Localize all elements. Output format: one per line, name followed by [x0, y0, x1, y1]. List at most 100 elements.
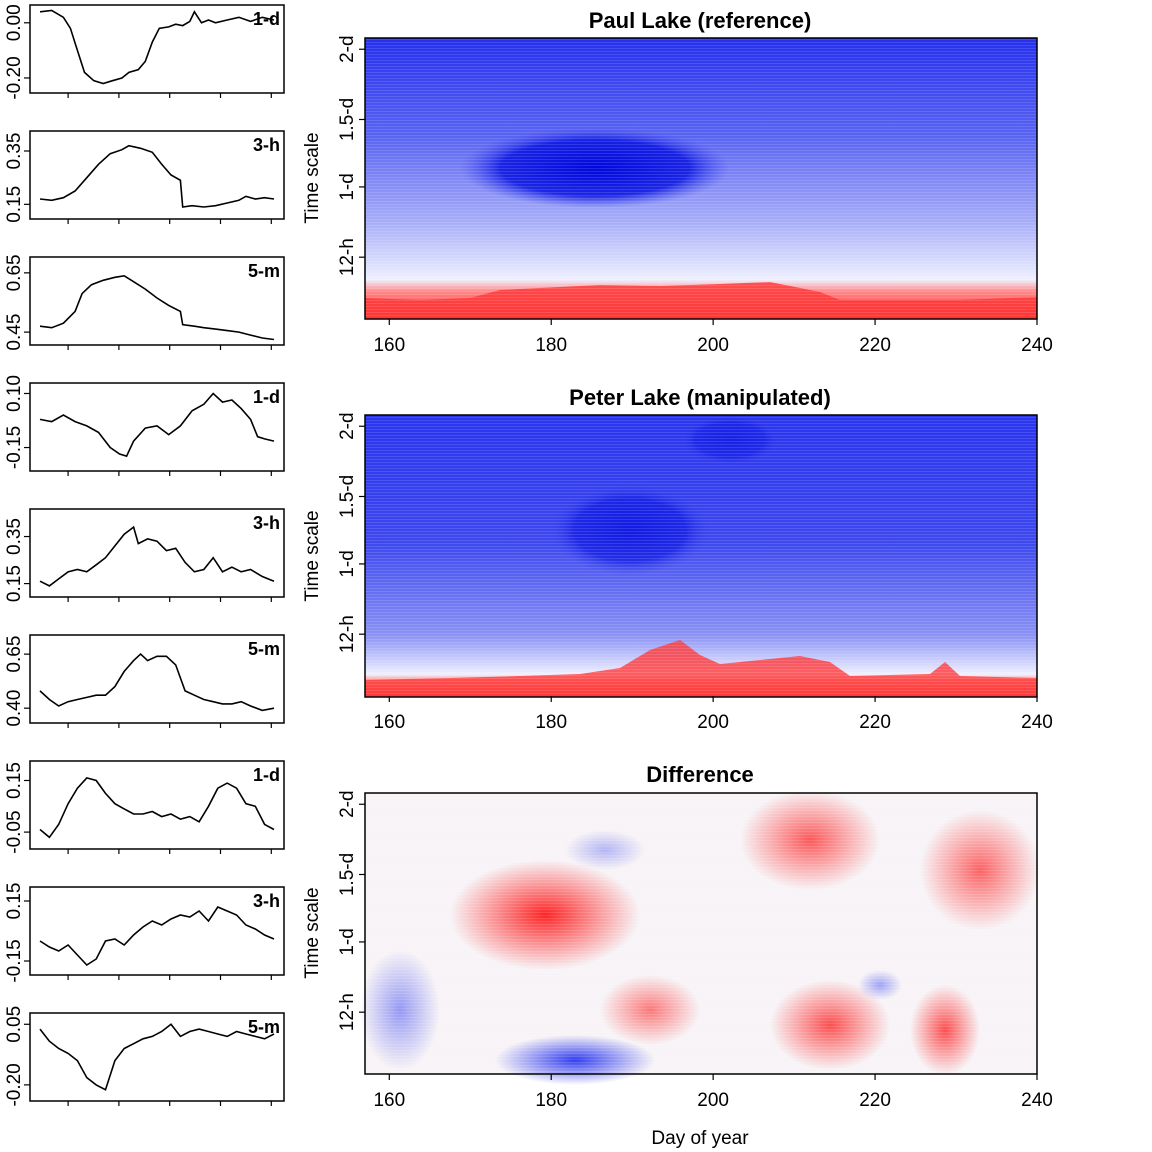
line-series — [39, 776, 275, 839]
line-panel-frame — [29, 1012, 285, 1102]
heatmap-xtick-label: 160 — [373, 1090, 405, 1111]
heatmap-xtick-label: 160 — [373, 712, 405, 733]
heatmap-title: Peter Lake (manipulated) — [569, 385, 831, 410]
heatmap-ytick-label: 1-d — [337, 173, 358, 200]
heatmap-frame — [364, 414, 1038, 698]
ytick-label: 0.15 — [4, 883, 25, 920]
heatmap-xtick-label: 240 — [1021, 712, 1053, 733]
line-panel: 5-m 0.65 0.40 — [4, 634, 285, 728]
ytick-label: -0.15 — [4, 426, 25, 469]
line-panel-label: 1-d — [253, 387, 280, 407]
small-line-panels: 1-d 0.00 -0.20 3-h 0.35 0.15 5-m 0.65 0.45 1-d 0.1… — [4, 4, 285, 1107]
heatmap-xtick-label: 200 — [697, 335, 729, 356]
line-panel-label: 3-h — [253, 135, 280, 155]
heatmap-ytick-label: 1.5-d — [337, 853, 358, 896]
heatmap-ylabel: Time scale — [302, 510, 323, 601]
heatmap-ytick-label: 12-h — [337, 615, 358, 653]
line-panel: 5-m 0.65 0.45 — [4, 254, 285, 351]
heatmap-title: Paul Lake (reference) — [589, 8, 812, 33]
ytick-label: -0.20 — [4, 1063, 25, 1106]
line-panel: 3-h 0.15 -0.15 — [4, 883, 285, 983]
line-series — [39, 525, 275, 587]
heatmap-frame — [364, 37, 1038, 320]
line-panel-label: 5-m — [248, 1017, 280, 1037]
heatmap-ytick-label: 12-h — [337, 238, 358, 276]
heatmap-ytick-label: 12-h — [337, 993, 358, 1031]
ytick-label: 0.35 — [4, 518, 25, 555]
heatmap-xtick-label: 240 — [1021, 1090, 1053, 1111]
line-panel: 1-d 0.15 -0.05 — [4, 760, 285, 854]
ytick-label: 0.45 — [4, 314, 25, 351]
heatmap-ytick-label: 1.5-d — [337, 98, 358, 141]
line-panel-frame — [29, 886, 285, 976]
line-panel: 5-m 0.05 -0.20 — [4, 1006, 285, 1107]
heatmap-ytick-label: 2-d — [337, 412, 358, 439]
line-series — [39, 906, 275, 967]
heatmap-difference: Difference Time scale Day of year — [302, 762, 1040, 1149]
heatmap-ytick-label: 1-d — [337, 550, 358, 577]
heatmap-texture — [365, 793, 1037, 1074]
ytick-label: 0.15 — [4, 762, 25, 799]
heatmap-ticks: 160 180 200 220 240 2-d 1.5-d 1-d 12-h 160 180 200 2… — [337, 35, 1053, 1111]
heatmap-title: Difference — [646, 762, 754, 787]
line-panel-frame — [29, 256, 285, 346]
ytick-label: -0.15 — [4, 939, 25, 982]
line-panel: 3-h 0.35 0.15 — [4, 130, 285, 224]
line-panel-label: 5-m — [248, 261, 280, 281]
line-panel-frame — [29, 634, 285, 724]
ytick-label: 0.00 — [4, 4, 25, 41]
ytick-label: 0.65 — [4, 636, 25, 673]
line-panel-label: 1-d — [253, 765, 280, 785]
line-panel: 1-d 0.10 -0.15 — [4, 375, 285, 476]
heatmap-xtick-label: 180 — [535, 712, 567, 733]
ytick-label: 0.10 — [4, 375, 25, 412]
heatmap-ytick-label: 2-d — [337, 790, 358, 817]
heatmap-ylabel: Time scale — [302, 132, 323, 223]
line-series — [39, 1023, 275, 1091]
line-series — [39, 9, 275, 85]
line-panel: 1-d 0.00 -0.20 — [4, 4, 285, 100]
heatmap-peter-lake: Peter Lake (manipulated) Time scale — [302, 385, 1038, 698]
heatmap-ytick-label: 1-d — [337, 928, 358, 955]
heatmap-texture — [365, 415, 1037, 697]
line-panel-frame — [29, 382, 285, 472]
heatmap-xtick-label: 180 — [535, 335, 567, 356]
line-panel-frame — [29, 130, 285, 220]
line-series — [39, 144, 275, 208]
ytick-label: 0.35 — [4, 133, 25, 170]
ytick-label: 0.05 — [4, 1006, 25, 1043]
heatmap-xtick-label: 160 — [373, 335, 405, 356]
line-panel-label: 1-d — [253, 9, 280, 29]
heatmap-xtick-label: 220 — [859, 1090, 891, 1111]
ytick-label: 0.15 — [4, 186, 25, 223]
heatmap-xtick-label: 240 — [1021, 335, 1053, 356]
line-series — [39, 274, 275, 341]
heatmap-frame — [364, 792, 1038, 1075]
heatmap-xtick-label: 200 — [697, 1090, 729, 1111]
heatmap-ytick-label: 1.5-d — [337, 475, 358, 518]
line-panel-label: 5-m — [248, 639, 280, 659]
heatmap-texture — [365, 38, 1037, 319]
line-panel-frame — [29, 508, 285, 598]
ytick-label: 0.65 — [4, 254, 25, 291]
heatmap-xtick-label: 220 — [859, 335, 891, 356]
heatmap-xlabel: Day of year — [651, 1128, 749, 1149]
line-panel: 3-h 0.35 0.15 — [4, 508, 285, 602]
line-panel-frame — [29, 4, 285, 94]
line-panel-frame — [29, 760, 285, 850]
ytick-label: -0.20 — [4, 56, 25, 99]
line-panel-label: 3-h — [253, 891, 280, 911]
ytick-label: 0.15 — [4, 565, 25, 602]
ytick-label: 0.40 — [4, 690, 25, 727]
line-series — [39, 653, 275, 712]
heatmap-ylabel: Time scale — [302, 887, 323, 978]
line-series — [39, 392, 275, 458]
heatmap-paul-lake: Paul Lake (reference) Time scale — [302, 8, 1038, 320]
heatmap-ytick-label: 2-d — [337, 35, 358, 62]
heatmap-xtick-label: 180 — [535, 1090, 567, 1111]
line-panel-label: 3-h — [253, 513, 280, 533]
heatmap-xtick-label: 220 — [859, 712, 891, 733]
ytick-label: -0.05 — [4, 810, 25, 853]
heatmap-xtick-label: 200 — [697, 712, 729, 733]
